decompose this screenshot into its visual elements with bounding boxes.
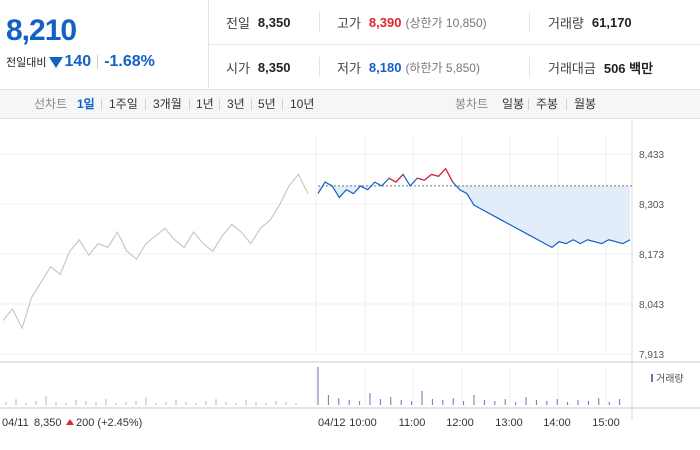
triangle-down-icon	[49, 56, 64, 68]
triangle-up-icon	[66, 419, 74, 425]
divider	[529, 12, 530, 32]
period-1w[interactable]: 1주일	[109, 97, 138, 111]
prev-day-change-label: 200 (+2.45%)	[76, 417, 142, 429]
change-percent: -1.68%	[104, 53, 155, 70]
price-panel: 8,210 전일대비 140 -1.68%	[0, 0, 209, 88]
trade-value-cell: 거래대금 506 백만	[548, 45, 653, 89]
prev-day-close-label: 8,350	[34, 417, 62, 429]
divider	[97, 55, 99, 69]
y-tick-label: 8,433	[639, 150, 664, 161]
candle-chart-label: 봉차트	[455, 97, 489, 111]
x-tick-label: 14:00	[543, 417, 571, 429]
chart-background	[0, 120, 700, 450]
change-row: 전일대비 140 -1.68%	[6, 53, 155, 71]
divider	[189, 99, 190, 110]
x-tick-label: 13:00	[495, 417, 523, 429]
stats-row: 시가 8,350 저가 8,180 (하한가 5,850) 거래대금 506 백…	[209, 45, 700, 89]
volume-label: 거래량	[548, 15, 584, 31]
open-label: 시가	[226, 60, 250, 76]
today-series-up-segment	[395, 173, 404, 183]
divider	[251, 99, 252, 110]
volume-cell: 거래량 61,170	[548, 0, 632, 44]
high-label: 고가	[337, 15, 361, 31]
prev-close-label: 전일	[226, 15, 250, 31]
period-1d[interactable]: 1일	[77, 97, 95, 111]
prev-day-series-line	[2, 173, 309, 330]
period-5y[interactable]: 5년	[258, 97, 276, 111]
intraday-chart[interactable]: 8,433 8,303 8,173 8,043 7,913 거래량 04/11 8,350 20…	[0, 120, 700, 450]
period-10y[interactable]: 10년	[290, 97, 315, 111]
below-prev-close-area	[318, 185, 630, 248]
stats-panel: 전일 8,350 고가 8,390 (상한가 10,850) 거래량 61,17…	[209, 0, 700, 88]
candle-daily[interactable]: 일봉	[502, 97, 525, 111]
divider	[282, 99, 283, 110]
divider	[219, 99, 220, 110]
today-series-up-segment	[417, 177, 425, 181]
divider	[319, 57, 320, 77]
volume-value: 61,170	[591, 14, 632, 30]
high-cell: 고가 8,390 (상한가 10,850)	[337, 0, 487, 44]
upper-limit: (상한가 10,850)	[405, 15, 487, 30]
trade-value-label: 거래대금	[548, 60, 596, 76]
x-tick-label: 12:00	[446, 417, 474, 429]
x-tick-label: 10:00	[349, 417, 377, 429]
x-tick-label: 15:00	[592, 417, 620, 429]
y-tick-label: 8,173	[639, 250, 664, 261]
prev-day-date-label: 04/11	[2, 417, 29, 429]
today-series-up-segment	[438, 168, 447, 177]
stats-row: 전일 8,350 고가 8,390 (상한가 10,850) 거래량 61,17…	[209, 0, 700, 45]
volume-legend-swatch	[651, 374, 653, 382]
y-tick-label: 7,913	[639, 350, 664, 361]
current-price: 8,210	[6, 14, 77, 47]
y-tick-label: 8,303	[639, 200, 664, 211]
y-tick-label: 8,043	[639, 300, 664, 311]
prev-close-cell: 전일 8,350	[226, 0, 290, 44]
today-series-up-segment	[431, 173, 439, 177]
period-3m[interactable]: 3개월	[153, 97, 182, 111]
divider	[145, 99, 146, 110]
today-series-up-segment	[445, 168, 454, 183]
period-3y[interactable]: 3년	[227, 97, 245, 111]
open-cell: 시가 8,350	[226, 45, 290, 89]
x-tick-label: 11:00	[399, 417, 426, 429]
low-value: 8,180	[368, 59, 402, 75]
divider	[101, 99, 102, 110]
change-value: 140	[64, 53, 92, 70]
change-label: 전일대비	[6, 57, 47, 69]
period-bar: 선차트 1일 1주일 3개월 1년 3년 5년 10년 봉차트 일봉 주봉 월봉	[0, 89, 700, 119]
divider	[319, 12, 320, 32]
volume-legend-label: 거래량	[656, 373, 684, 385]
low-label: 저가	[337, 60, 361, 76]
trade-value: 506 백만	[603, 60, 654, 76]
low-cell: 저가 8,180 (하한가 5,850)	[337, 45, 480, 89]
candle-monthly[interactable]: 월봉	[574, 97, 597, 111]
lower-limit: (하한가 5,850)	[405, 60, 480, 75]
today-date-label: 04/12	[318, 417, 346, 429]
divider	[529, 57, 530, 77]
today-series-up-segment	[423, 173, 432, 181]
candle-weekly[interactable]: 주봉	[536, 97, 559, 111]
today-series-up-segment	[388, 177, 397, 183]
open-value: 8,350	[257, 59, 291, 75]
divider	[528, 99, 529, 110]
high-value: 8,390	[368, 14, 402, 30]
prev-close-value: 8,350	[257, 14, 291, 30]
today-series-line	[317, 167, 631, 249]
divider	[566, 99, 567, 110]
line-chart-label: 선차트	[34, 97, 68, 111]
period-1y[interactable]: 1년	[196, 97, 214, 111]
